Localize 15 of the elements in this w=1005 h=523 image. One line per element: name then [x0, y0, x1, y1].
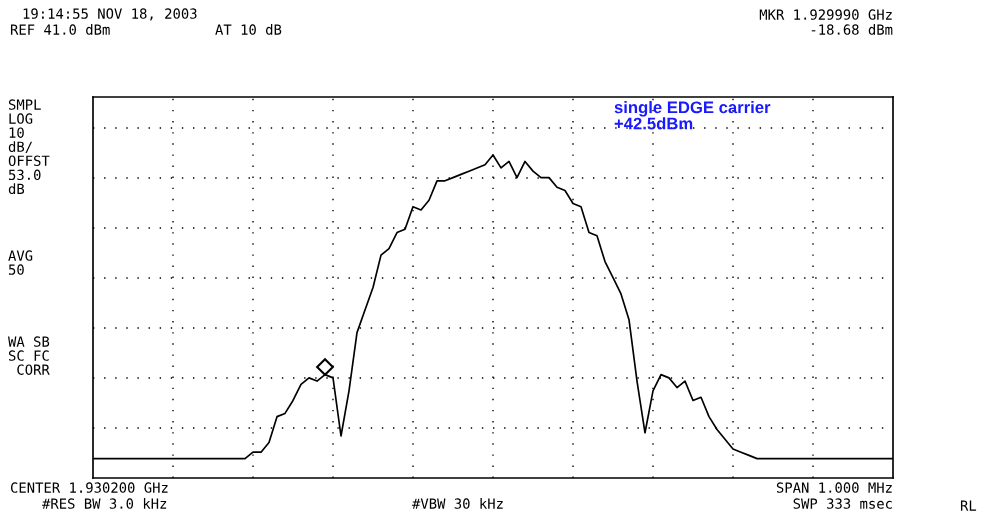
text: REF 41.0 dBm [10, 24, 110, 35]
text: -18.68 dBm [811, 24, 893, 35]
text: SWP 333 msec [793, 498, 892, 509]
text: SMPL LOG 10 dB/ OFFST 53.0 dB [8, 99, 50, 195]
text: #RES BW 3.0 kHz [42, 498, 167, 509]
text: MKR 1.929990 GHz [759, 9, 892, 20]
text: CENTER 1.930200 GHz [10, 482, 168, 493]
chart-title: 19:14:55 NOV 18, 2003 [23, 8, 197, 21]
text: WA SB SC FC CORR [8, 336, 50, 375]
text: SPAN 1.000 MHz [776, 482, 892, 493]
text: RL [960, 500, 977, 511]
text: #VBW 30 kHz [412, 498, 503, 509]
text: single EDGE carrier +42.5dBm [614, 101, 771, 130]
text: AVG 50 [8, 250, 33, 275]
text: AT 10 dB [215, 24, 282, 35]
